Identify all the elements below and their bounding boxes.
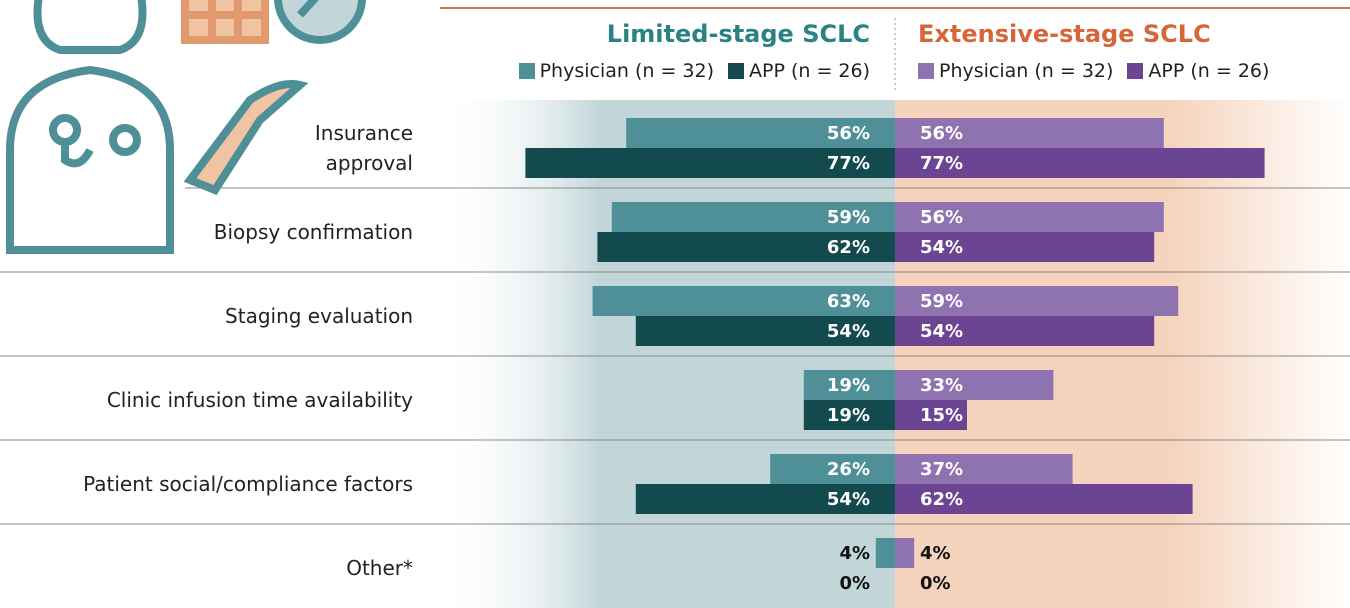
value-label: 62% <box>920 489 963 510</box>
value-label: 26% <box>827 459 870 480</box>
category-label: Staging evaluation <box>13 301 413 331</box>
panel-title: Limited-stage SCLC <box>607 20 870 48</box>
legend-label: APP (n = 26) <box>1148 60 1269 82</box>
value-label: 54% <box>827 489 870 510</box>
value-label: 54% <box>920 237 963 258</box>
value-label: 19% <box>827 405 870 426</box>
page: 56% 77% 56% 77% 59% 62% 56% 54% 63% 54% 59% 54% 19% 1… <box>0 0 1350 608</box>
value-label: 19% <box>827 375 870 396</box>
value-label: 62% <box>827 237 870 258</box>
value-label: 77% <box>920 153 963 174</box>
bar <box>876 538 895 568</box>
legend-item: APP (n = 26) <box>728 60 870 82</box>
value-label: 77% <box>827 153 870 174</box>
bar <box>895 370 1053 400</box>
legend-label: Physician (n = 32) <box>939 60 1113 82</box>
value-label: 59% <box>827 207 870 228</box>
value-label: 0% <box>920 573 951 594</box>
value-label: 4% <box>920 543 951 564</box>
value-label: 33% <box>920 375 963 396</box>
value-label: 56% <box>827 123 870 144</box>
legend-item: Physician (n = 32) <box>918 60 1113 82</box>
legend-label: Physician (n = 32) <box>540 60 714 82</box>
value-label: 37% <box>920 459 963 480</box>
legend-swatch <box>728 63 744 79</box>
value-label: 15% <box>920 405 963 426</box>
value-label: 56% <box>920 123 963 144</box>
value-label: 4% <box>839 543 870 564</box>
category-label: Patient social/compliance factors <box>13 469 413 499</box>
legend-swatch <box>1127 63 1143 79</box>
legend-swatch <box>918 63 934 79</box>
value-label: 54% <box>920 321 963 342</box>
category-label: Insurance approval <box>13 118 413 178</box>
legend-swatch <box>519 63 535 79</box>
value-label: 56% <box>920 207 963 228</box>
legend-item: APP (n = 26) <box>1127 60 1269 82</box>
legend-item: Physician (n = 32) <box>519 60 714 82</box>
panel-title: Extensive-stage SCLC <box>918 20 1211 48</box>
value-label: 54% <box>827 321 870 342</box>
category-label: Biopsy confirmation <box>13 217 413 247</box>
value-label: 0% <box>839 573 870 594</box>
legend: Physician (n = 32) APP (n = 26) <box>918 60 1269 82</box>
legend-label: APP (n = 26) <box>749 60 870 82</box>
legend: Physician (n = 32) APP (n = 26) <box>519 60 870 82</box>
bar <box>895 538 914 568</box>
category-label: Other* <box>13 553 413 583</box>
value-label: 63% <box>827 291 870 312</box>
value-label: 59% <box>920 291 963 312</box>
category-label: Clinic infusion time availability <box>13 385 413 415</box>
